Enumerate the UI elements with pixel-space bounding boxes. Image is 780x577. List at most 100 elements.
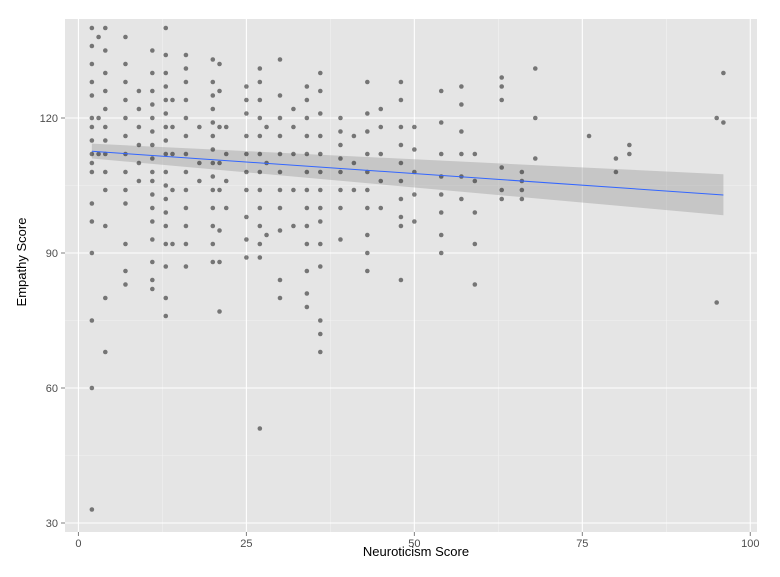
data-point [257,79,263,85]
data-point [123,187,128,193]
data-point [244,187,249,193]
data-point [338,237,343,242]
data-point [210,187,216,193]
data-point [163,169,169,175]
data-point [96,151,101,157]
data-point [532,156,538,161]
data-point [163,124,169,130]
data-point [150,142,155,148]
data-point [217,160,222,166]
data-point [412,219,417,224]
data-point [123,79,128,85]
data-point [257,223,263,229]
data-point [89,219,95,224]
data-point [210,93,216,98]
data-point [378,151,384,157]
major-gridlines [65,19,757,532]
y-tick-label: 30 [46,518,58,530]
x-axis-title: Neuroticism Score [363,544,469,559]
data-point [714,115,719,121]
data-point [210,160,216,166]
data-point [89,385,95,391]
data-point [291,187,296,193]
data-point [163,223,169,229]
data-point [304,97,310,103]
data-point [163,196,169,202]
y-axis-ticks: 30 60 90 120 [40,113,65,530]
data-point [257,151,263,157]
data-point [277,295,283,301]
data-point [257,187,263,193]
data-point [291,223,296,229]
data-point [150,115,155,121]
data-point [163,183,169,188]
data-point [223,151,229,157]
data-point [304,268,310,274]
data-point [264,124,269,130]
data-point [412,124,417,130]
data-point [103,138,108,143]
y-axis-title: Empathy Score [14,218,29,307]
data-point [499,165,504,170]
data-point [257,115,263,121]
data-point [89,151,95,157]
data-point [244,133,249,139]
data-point [277,187,283,193]
data-point [318,111,323,116]
data-point [438,192,444,197]
data-point [412,192,417,197]
data-point [438,88,444,94]
data-point [532,115,538,121]
data-point [378,178,384,184]
data-point [89,79,95,85]
data-point [150,102,155,107]
data-point [398,196,404,202]
data-point [459,102,464,107]
data-point [714,300,719,305]
data-point [103,106,108,112]
data-point [223,178,229,184]
data-point [459,196,464,202]
data-point [365,268,370,274]
data-point [210,241,216,247]
data-point [150,129,155,134]
regression-line [91,150,724,196]
data-point [338,187,343,193]
data-point [89,160,95,166]
data-point [398,79,404,85]
data-point [304,241,310,247]
data-point [257,255,263,260]
data-point [103,187,108,193]
data-point [183,205,189,211]
data-point [150,156,155,161]
data-point [438,210,444,215]
data-point [217,187,222,193]
data-point [183,264,189,269]
data-point [103,151,108,157]
data-point [304,187,310,193]
data-point [123,282,128,287]
x-tick-label: 100 [741,538,759,550]
data-point [277,169,283,175]
data-point [472,151,478,157]
data-point [398,124,404,130]
x-tick-label: 25 [240,538,252,550]
data-point [277,93,283,98]
data-point [183,133,189,139]
data-point [89,124,95,130]
data-point [89,25,95,31]
data-point [183,241,189,247]
data-point [136,142,142,148]
data-point [170,151,175,157]
data-point [499,187,504,193]
data-point [365,205,370,211]
data-point [499,97,504,103]
data-point [365,111,370,116]
data-point [519,169,525,175]
data-point [163,210,169,215]
data-point [163,70,169,76]
data-point [223,205,229,211]
data-point [351,187,357,193]
data-point [398,142,404,148]
data-point [150,70,155,76]
